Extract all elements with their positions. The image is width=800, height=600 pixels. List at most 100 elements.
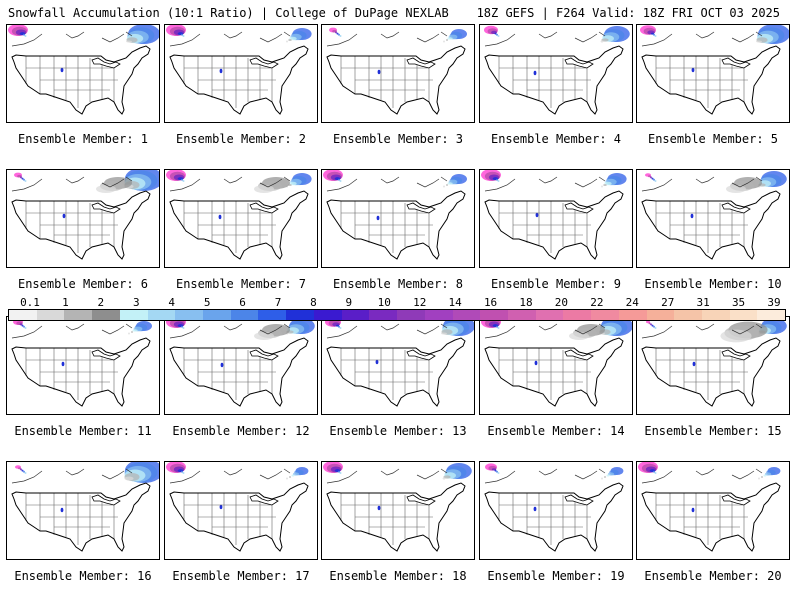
chart-title: Snowfall Accumulation (10:1 Ratio) | Col… [8, 6, 449, 20]
color-scale-tick-label: 2 [97, 296, 105, 309]
color-scale-swatch [230, 310, 259, 320]
color-scale-tick-label: 10 [377, 296, 391, 309]
panel-caption: Ensemble Member: 11 [14, 424, 152, 438]
ensemble-member-panel: Ensemble Member: 1 [6, 24, 160, 154]
color-scale-swatch [175, 310, 204, 320]
color-scale-swatch [646, 310, 675, 320]
color-scale-swatch [258, 310, 287, 320]
ensemble-member-panel: Ensemble Member: 18 [321, 461, 475, 591]
color-scale-swatch [507, 310, 536, 320]
us-snowfall-map [636, 24, 790, 123]
us-snowfall-map [164, 461, 318, 560]
color-scale-tick-label: 4 [168, 296, 176, 309]
panel-caption: Ensemble Member: 9 [490, 277, 622, 291]
panel-caption: Ensemble Member: 19 [487, 569, 625, 583]
color-scale-tick-label: 31 [696, 296, 710, 309]
panel-caption: Ensemble Member: 12 [172, 424, 310, 438]
color-scale-tick-label: 39 [767, 296, 781, 309]
us-snowfall-map [321, 461, 475, 560]
color-scale-swatch [203, 310, 231, 320]
panel-caption: Ensemble Member: 20 [644, 569, 782, 583]
color-scale-swatch [369, 310, 398, 320]
us-snowfall-map [164, 316, 318, 415]
color-scale-tick-label: 24 [625, 296, 639, 309]
color-scale-swatch [729, 310, 758, 320]
us-snowfall-map [479, 169, 633, 268]
color-scale-swatch [397, 310, 425, 320]
panel-caption: Ensemble Member: 17 [172, 569, 310, 583]
panel-caption: Ensemble Member: 2 [175, 132, 307, 146]
valid-time-label: 18Z GEFS | F264 Valid: 18Z FRI OCT 03 20… [476, 6, 780, 20]
color-scale-swatch [313, 310, 342, 320]
us-snowfall-map [636, 461, 790, 560]
us-snowfall-map [479, 316, 633, 415]
panel-caption: Ensemble Member: 14 [487, 424, 625, 438]
color-scale-swatch [618, 310, 647, 320]
panel-caption: Ensemble Member: 1 [17, 132, 149, 146]
us-snowfall-map [6, 24, 160, 123]
ensemble-member-panel: Ensemble Member: 17 [164, 461, 318, 591]
snowfall-color-scale [8, 309, 786, 321]
us-snowfall-map [164, 169, 318, 268]
color-scale-tick-label: 14 [448, 296, 462, 309]
color-scale-tick-label: 1 [62, 296, 69, 309]
color-scale-tick-label: 22 [590, 296, 604, 309]
ensemble-member-panel: Ensemble Member: 3 [321, 24, 475, 154]
us-snowfall-map [164, 24, 318, 123]
color-scale-swatch [424, 310, 453, 320]
us-snowfall-map [321, 24, 475, 123]
color-scale-tick-label: 8 [310, 296, 317, 309]
color-scale-swatch [286, 310, 314, 320]
panel-caption: Ensemble Member: 15 [644, 424, 782, 438]
color-scale-swatch [563, 310, 592, 320]
ensemble-member-panel: Ensemble Member: 2 [164, 24, 318, 154]
ensemble-member-panel: Ensemble Member: 8 [321, 169, 475, 299]
panel-caption: Ensemble Member: 16 [14, 569, 152, 583]
color-scale-swatch [341, 310, 370, 320]
panel-caption: Ensemble Member: 5 [647, 132, 779, 146]
color-scale-swatch [119, 310, 148, 320]
panel-caption: Ensemble Member: 13 [329, 424, 467, 438]
us-snowfall-map [636, 316, 790, 415]
ensemble-member-panel: Ensemble Member: 11 [6, 316, 160, 446]
color-scale-swatch [591, 310, 619, 320]
color-scale-swatch [36, 310, 65, 320]
color-scale-swatch [480, 310, 508, 320]
us-snowfall-map [321, 316, 475, 415]
color-scale-tick-label: 20 [554, 296, 569, 309]
panel-caption: Ensemble Member: 4 [490, 132, 622, 146]
us-snowfall-map [321, 169, 475, 268]
color-scale-tick-label: 3 [132, 296, 140, 309]
panel-caption: Ensemble Member: 8 [332, 277, 464, 291]
us-snowfall-map [6, 461, 160, 560]
panel-caption: Ensemble Member: 18 [329, 569, 467, 583]
us-snowfall-map [636, 169, 790, 268]
ensemble-member-panel: Ensemble Member: 14 [479, 316, 633, 446]
color-scale-tick-label: 0.1 [20, 296, 40, 309]
panel-caption: Ensemble Member: 3 [332, 132, 464, 146]
color-scale-tick-label: 12 [413, 296, 427, 309]
ensemble-member-panel: Ensemble Member: 6 [6, 169, 160, 299]
panel-caption: Ensemble Member: 7 [175, 277, 307, 291]
us-snowfall-map [6, 169, 160, 268]
color-scale-swatch [674, 310, 702, 320]
color-scale-swatch [64, 310, 93, 320]
ensemble-member-panel: Ensemble Member: 9 [479, 169, 633, 299]
ensemble-member-panel: Ensemble Member: 19 [479, 461, 633, 591]
panel-caption: Ensemble Member: 10 [644, 277, 782, 291]
panel-caption: Ensemble Member: 6 [17, 277, 149, 291]
color-scale-swatch [757, 310, 786, 320]
color-scale-swatch [147, 310, 176, 320]
color-scale-tick-label: 7 [274, 296, 282, 309]
ensemble-member-panel: Ensemble Member: 12 [164, 316, 318, 446]
color-scale-tick-label: 27 [661, 296, 675, 309]
color-scale-tick-label: 6 [239, 296, 246, 309]
us-snowfall-map [479, 461, 633, 560]
color-scale-swatch [9, 310, 37, 320]
color-scale-swatch [701, 310, 730, 320]
color-scale-swatch [452, 310, 481, 320]
color-scale-swatch [535, 310, 564, 320]
color-scale-tick-label: 9 [345, 296, 353, 309]
color-scale-tick-label: 18 [519, 296, 533, 309]
ensemble-member-panel: Ensemble Member: 15 [636, 316, 790, 446]
